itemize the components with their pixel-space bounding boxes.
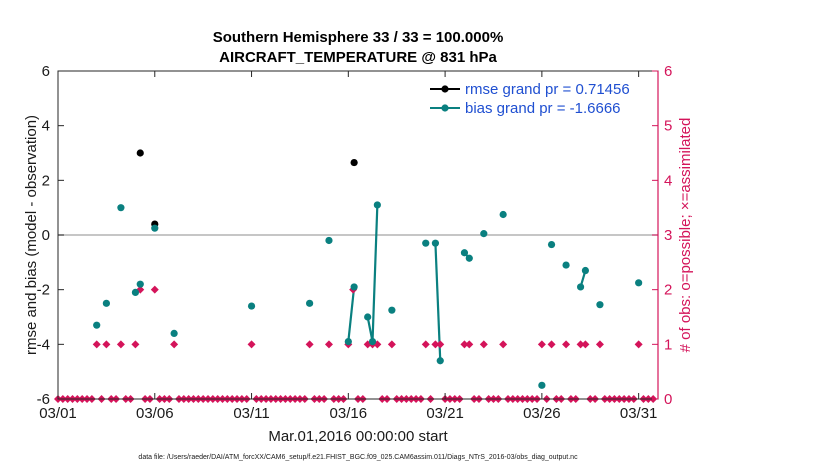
bias-point [576, 283, 585, 291]
y-left-tick-label: -6 [37, 391, 50, 408]
data-file-footnote: data file: /Users/raeder/DAI/ATM_forcXX/… [138, 454, 578, 461]
bias-point [136, 280, 144, 288]
obs-count-marker [92, 340, 101, 349]
bias-point [581, 266, 590, 275]
obs-count-marker [305, 340, 314, 349]
y-right-tick-label: 5 [664, 118, 672, 135]
bias-point [538, 381, 546, 389]
obs-count-marker [547, 340, 556, 349]
obs-count-marker [102, 340, 111, 349]
legend-bias-label: bias grand pr = -1.6666 [465, 100, 621, 117]
obs-count-marker [499, 340, 508, 349]
obs-count-marker [131, 340, 140, 349]
chart-title-line1: Southern Hemisphere 33 / 33 = 100.000% [213, 29, 504, 46]
y-left-tick-label: -4 [37, 336, 50, 353]
bias-point [368, 338, 377, 346]
bias-point [364, 313, 372, 321]
bias-point [306, 299, 314, 307]
bias-point [102, 299, 110, 307]
bias-point [373, 201, 381, 209]
bias-point [344, 338, 352, 346]
y-left-tick-label: 2 [42, 172, 50, 189]
y-axis-right-label: # of obs: o=possible; ×=assimilated [677, 118, 694, 353]
bias-point [465, 254, 473, 262]
bias-point [151, 224, 159, 232]
obs-count-marker [595, 340, 604, 349]
obs-count-marker [576, 340, 585, 349]
bias-point [499, 210, 507, 219]
legend-box [423, 77, 653, 119]
x-tick-label: 03/06 [136, 405, 174, 422]
bias-point [635, 279, 643, 287]
obs-count-marker [421, 340, 430, 349]
bias-point [325, 236, 333, 245]
bias-point [117, 204, 125, 212]
x-tick-label: 03/26 [523, 405, 561, 422]
rmse-point [136, 149, 144, 157]
obs-count-marker [247, 340, 256, 349]
obs-count-marker [324, 340, 333, 349]
bias-point [131, 288, 140, 296]
y-right-tick-label: 2 [664, 282, 672, 299]
y-left-tick-label: 6 [42, 63, 50, 80]
y-axis-left-label: rmse and bias (model - observation) [23, 115, 40, 355]
legend-rmse-marker [441, 85, 449, 93]
obs-count-marker [537, 340, 546, 349]
rmse-point [350, 158, 358, 167]
obs-count-marker [116, 340, 125, 349]
bias-point [562, 261, 570, 269]
bias-point [93, 321, 101, 329]
bias-point [547, 240, 556, 249]
x-tick-label: 03/11 [233, 405, 269, 422]
obs-count-marker [581, 340, 590, 349]
bias-point [596, 301, 604, 309]
bias-connector [347, 286, 356, 342]
obs-count-marker [634, 340, 643, 349]
y-right-tick-label: 0 [664, 391, 672, 408]
obs-count-marker [150, 285, 159, 294]
chart-title-line2: AIRCRAFT_TEMPERATURE @ 831 hPa [219, 49, 497, 66]
x-tick-label: 03/31 [620, 405, 658, 422]
bias-point [388, 306, 396, 314]
obs-count-marker [387, 340, 396, 349]
y-left-tick-label: -2 [37, 282, 50, 299]
obs-count-marker [562, 340, 571, 349]
bias-point [460, 249, 469, 257]
y-right-tick-label: 4 [664, 172, 672, 189]
legend-bias-marker [441, 104, 449, 112]
y-left-tick-label: 0 [42, 227, 50, 244]
bias-point [170, 329, 178, 337]
y-right-tick-label: 3 [664, 227, 672, 244]
obs-count-marker [431, 340, 440, 349]
bias-point [431, 239, 440, 247]
obs-count-marker [479, 340, 488, 349]
x-axis-label: Mar.01,2016 00:00:00 start [268, 428, 448, 445]
x-tick-label: 03/01 [39, 405, 77, 422]
x-tick-label: 03/16 [330, 405, 368, 422]
obs-count-marker [460, 340, 469, 349]
bias-point [350, 283, 358, 291]
x-tick-label: 03/21 [426, 405, 464, 422]
obs-count-marker [465, 340, 474, 349]
bias-point [480, 230, 488, 238]
obs-count-marker [436, 340, 445, 349]
legend: rmse grand pr = 0.71456 bias grand pr = … [423, 77, 653, 119]
tick-labels: 03/01 03/06 03/11 03/16 03/21 03/26 03/31 -6 -4 -… [37, 63, 673, 422]
legend-rmse-label: rmse grand pr = 0.71456 [465, 81, 630, 98]
obs-count-marker [170, 340, 179, 349]
data-point-markers [93, 149, 643, 389]
y-left-tick-label: 4 [42, 118, 50, 135]
y-right-tick-label: 1 [664, 336, 672, 353]
bias-point [436, 357, 444, 365]
bias-point [422, 239, 430, 247]
bias-point [247, 302, 256, 310]
y-right-tick-label: 6 [664, 63, 672, 80]
